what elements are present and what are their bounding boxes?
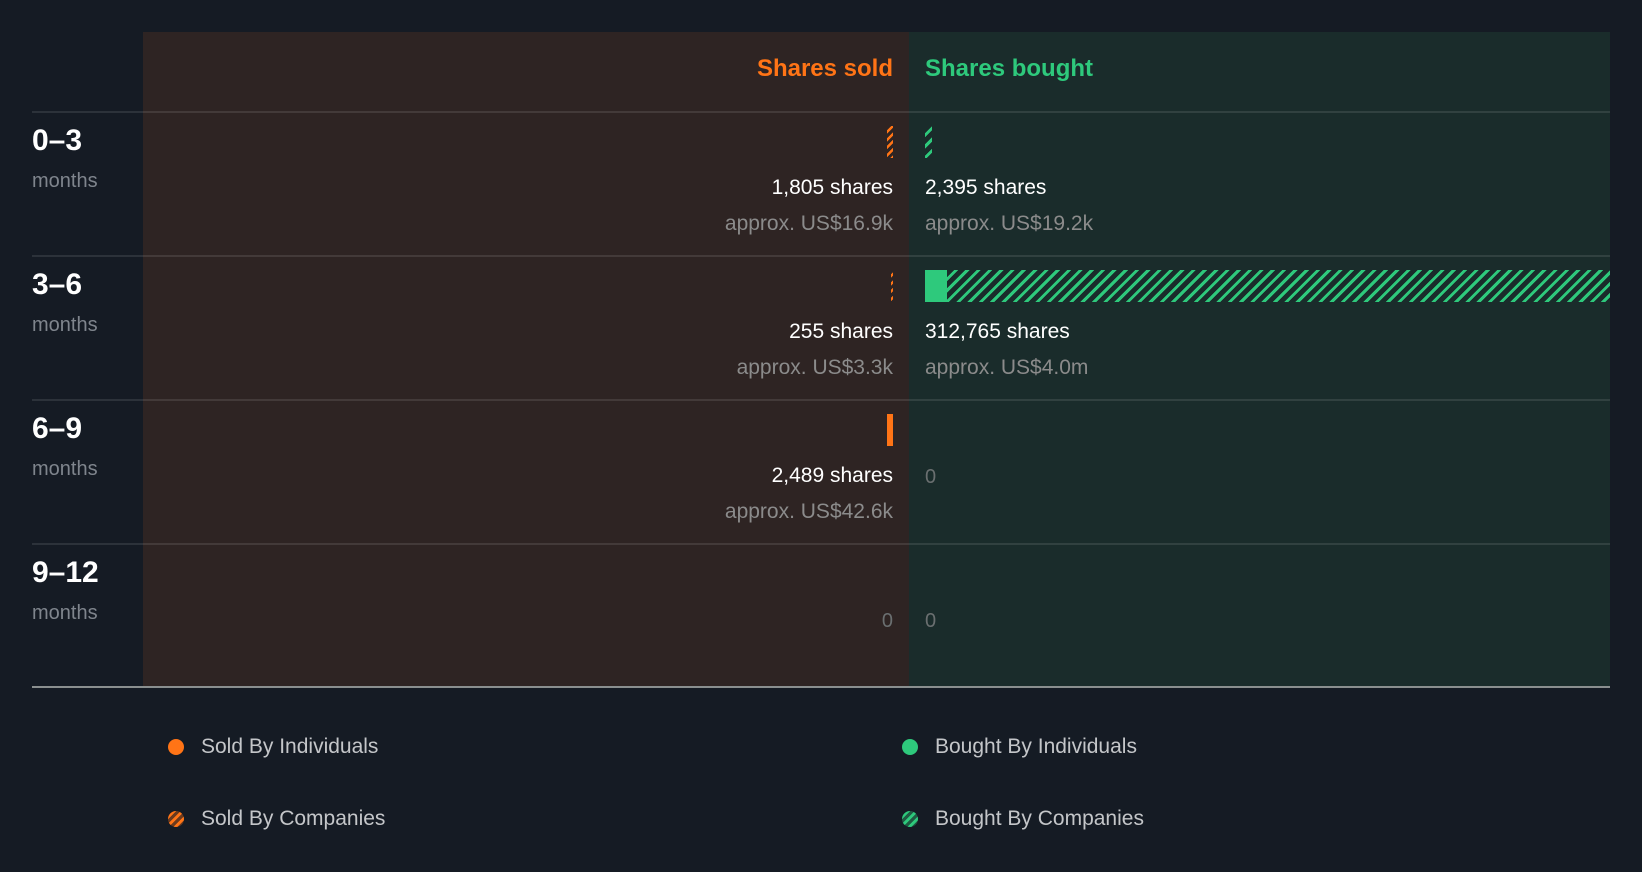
legend-label: Bought By Companies — [935, 807, 1144, 830]
legend-label: Sold By Individuals — [201, 735, 379, 758]
period-unit: months — [32, 170, 98, 192]
solid-orange-dot-icon — [168, 739, 184, 755]
axis-baseline — [32, 686, 1610, 688]
row-divider — [32, 399, 1610, 401]
bought-value: approx. US$4.0m — [925, 356, 1089, 379]
bought-by-companies-bar[interactable] — [947, 270, 1610, 302]
sold-cell: 255 shares approx. US$3.3k — [153, 256, 893, 400]
sold-shares: 2,489 shares — [771, 464, 893, 487]
legend-sold-individuals[interactable]: Sold By Individuals — [168, 735, 378, 759]
sold-cell: 0 — [153, 544, 893, 688]
row-divider — [32, 543, 1610, 545]
sold-bar[interactable] — [887, 126, 893, 158]
sold-by-companies-bar[interactable] — [887, 126, 893, 158]
sold-zero: 0 — [881, 610, 893, 632]
row-divider — [32, 111, 1610, 113]
sold-value: approx. US$3.3k — [736, 356, 893, 379]
hatched-green-dot-icon — [902, 811, 918, 827]
bought-header: Shares bought — [925, 55, 1094, 82]
sold-value: approx. US$16.9k — [724, 212, 893, 235]
period-range: 9–12 — [32, 556, 99, 589]
period-range: 3–6 — [32, 268, 83, 301]
bought-bar[interactable] — [925, 270, 1610, 302]
hatched-orange-dot-icon — [168, 811, 184, 827]
bought-cell: 312,765 shares approx. US$4.0m — [925, 256, 1610, 400]
bought-cell: 0 — [925, 544, 1610, 688]
bought-cell: 0 — [925, 400, 1610, 544]
bought-shares: 2,395 shares — [925, 176, 1047, 199]
sold-value: approx. US$42.6k — [724, 500, 893, 523]
row-divider — [32, 255, 1610, 257]
bought-cell: 2,395 shares approx. US$19.2k — [925, 112, 1610, 256]
legend-label: Sold By Companies — [201, 807, 386, 830]
legend-sold-companies[interactable]: Sold By Companies — [168, 807, 385, 831]
bought-panel — [909, 32, 1610, 686]
bought-by-companies-bar[interactable] — [925, 126, 932, 158]
period-range: 0–3 — [32, 124, 83, 157]
chart-legend: Sold By Individuals Sold By Companies Bo… — [0, 735, 1642, 855]
solid-green-dot-icon — [902, 739, 918, 755]
bought-bar[interactable] — [925, 126, 932, 158]
sold-cell: 1,805 shares approx. US$16.9k — [153, 112, 893, 256]
sold-by-companies-bar[interactable] — [891, 270, 893, 302]
period-row-0-3: 0–3 months 1,805 shares approx. US$16.9k… — [0, 112, 1642, 256]
sold-bar[interactable] — [891, 270, 893, 302]
period-row-6-9: 6–9 months 2,489 shares approx. US$42.6k… — [0, 400, 1642, 544]
legend-bought-companies[interactable]: Bought By Companies — [902, 807, 1144, 831]
period-row-3-6: 3–6 months 255 shares approx. US$3.3k 31… — [0, 256, 1642, 400]
period-unit: months — [32, 602, 98, 624]
bought-zero: 0 — [925, 466, 937, 488]
sold-panel — [143, 32, 909, 686]
bought-by-individuals-bar[interactable] — [925, 270, 947, 302]
period-unit: months — [32, 458, 98, 480]
bought-zero: 0 — [925, 610, 937, 632]
sold-header: Shares sold — [756, 55, 893, 82]
sold-cell: 2,489 shares approx. US$42.6k — [153, 400, 893, 544]
sold-by-individuals-bar[interactable] — [887, 414, 893, 446]
bought-value: approx. US$19.2k — [925, 212, 1094, 235]
legend-bought-individuals[interactable]: Bought By Individuals — [902, 735, 1137, 759]
bought-shares: 312,765 shares — [925, 320, 1070, 343]
period-range: 6–9 — [32, 412, 83, 445]
period-row-9-12: 9–12 months 0 0 — [0, 544, 1642, 688]
sold-shares: 1,805 shares — [771, 176, 893, 199]
period-unit: months — [32, 314, 98, 336]
sold-shares: 255 shares — [789, 320, 893, 343]
legend-label: Bought By Individuals — [935, 735, 1137, 758]
sold-bar[interactable] — [887, 414, 893, 446]
